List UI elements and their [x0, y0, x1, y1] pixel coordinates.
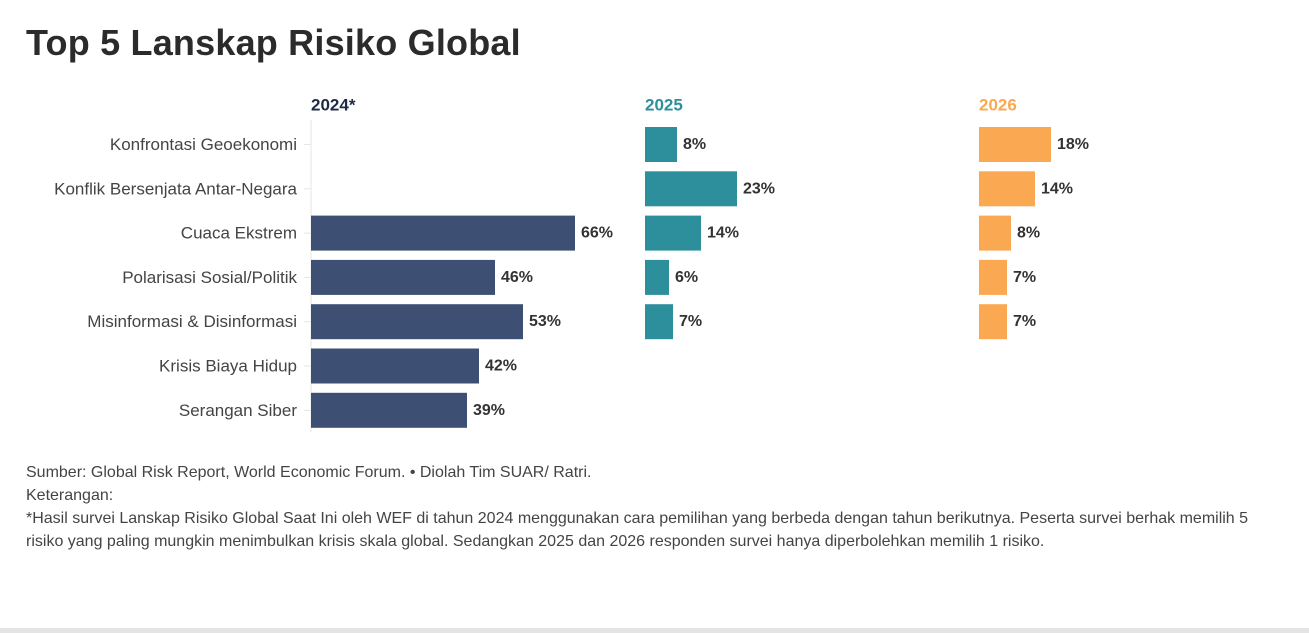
note-label: Keterangan:	[26, 487, 114, 504]
category-label: Konflik Bersenjata Antar-Negara	[54, 179, 297, 198]
value-label: 53%	[529, 313, 561, 330]
value-label: 46%	[501, 269, 533, 286]
bar	[645, 127, 677, 162]
value-label: 6%	[675, 269, 698, 286]
category-label: Misinformasi & Disinformasi	[87, 312, 297, 331]
bar	[311, 348, 479, 384]
panel-title: 2025	[645, 96, 683, 115]
value-label: 14%	[707, 225, 739, 242]
bar	[311, 304, 523, 340]
chart-panels: 2024*66%46%53%42%39%20258%23%14%6%7%2026…	[311, 96, 1089, 428]
value-label: 8%	[683, 136, 706, 153]
panel-2025: 2025 8% 23% 14% 6% 7%	[645, 96, 775, 340]
bar	[979, 171, 1035, 207]
bar	[979, 127, 1051, 162]
value-label: 66%	[581, 225, 613, 242]
footer: Sumber: Global Risk Report, World Econom…	[26, 461, 1276, 553]
bar	[311, 392, 467, 428]
value-label: 39%	[473, 402, 505, 419]
chart-title: Top 5 Lanskap Risiko Global	[26, 22, 521, 63]
value-label: 18%	[1057, 136, 1089, 153]
bar	[311, 259, 495, 295]
bar	[979, 259, 1007, 295]
bar	[645, 215, 701, 251]
bar	[979, 215, 1011, 251]
category-label: Konfrontasi Geoekonomi	[110, 135, 297, 154]
panel-title: 2026	[979, 96, 1017, 115]
category-label: Krisis Biaya Hidup	[159, 357, 297, 376]
value-label: 23%	[743, 180, 775, 197]
category-label: Polarisasi Sosial/Politik	[122, 268, 297, 287]
category-label: Serangan Siber	[179, 401, 297, 420]
value-label: 8%	[1017, 225, 1040, 242]
panel-2026: 2026 18% 14% 8% 7% 7%	[979, 96, 1089, 340]
bar	[311, 215, 575, 251]
bar	[645, 171, 737, 207]
category-label: Cuaca Ekstrem	[181, 224, 297, 243]
source-text: Sumber: Global Risk Report, World Econom…	[26, 464, 592, 481]
value-label: 42%	[485, 358, 517, 375]
value-label: 7%	[1013, 269, 1036, 286]
bar-chart: Konfrontasi Geoekonomi Konflik Bersenjata…	[54, 96, 1089, 432]
bar	[645, 259, 669, 295]
value-label: 7%	[1013, 313, 1036, 330]
bar	[645, 304, 673, 340]
value-label: 7%	[679, 313, 702, 330]
panel-2024: 2024* 66% 46% 53% 42% 39%	[311, 96, 613, 428]
bar	[979, 304, 1007, 340]
value-label: 14%	[1041, 180, 1073, 197]
note-text: *Hasil survei Lanskap Risiko Global Saat…	[26, 510, 1249, 550]
bottom-scrollbar-track	[0, 628, 1309, 633]
panel-title: 2024*	[311, 96, 356, 115]
category-labels: Konfrontasi Geoekonomi Konflik Bersenjata…	[54, 135, 311, 420]
